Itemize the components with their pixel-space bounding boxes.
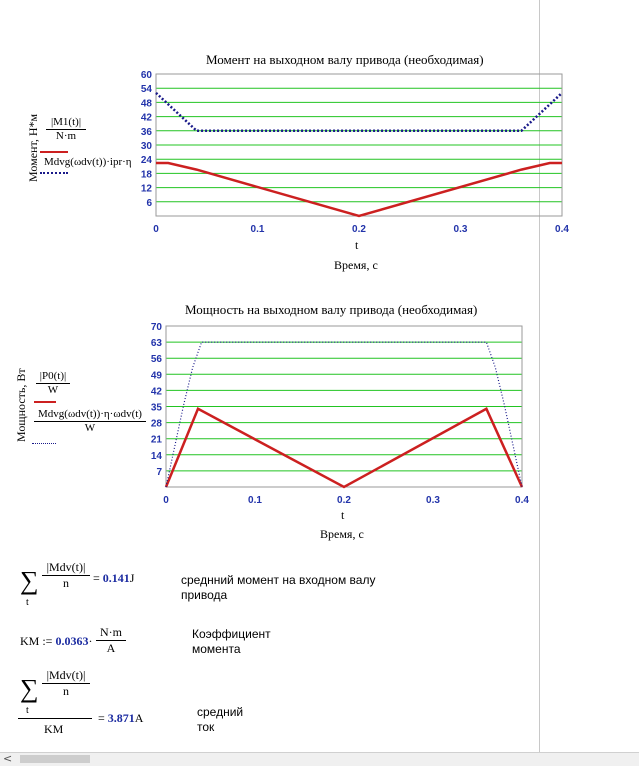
chart1-ytick-label: 30: [141, 141, 153, 152]
chart2-x-var: t: [341, 508, 345, 522]
chart1-xtick-label: 0.2: [352, 224, 366, 235]
eq1-fraction: |Mdv(t)| n: [42, 560, 90, 591]
chart2-ytick-label: 70: [151, 322, 163, 333]
scroll-left-arrow-icon[interactable]: <: [3, 752, 13, 765]
chart2-plot: 7 14 21 28 35 42 49 56 63 70 0 0.1 0.2 0.3 0.4: [151, 322, 530, 506]
chart1-legend-1: |M1(t)| N·m: [46, 116, 86, 142]
chart2-legend-2: Mdvg(ωdv(t))·η·ωdv(t) W: [34, 408, 146, 434]
chart1-ytick-label: 12: [141, 184, 153, 195]
eq3-main-fraction-bar: [18, 718, 92, 719]
chart2-xtick-label: 0.2: [337, 495, 351, 506]
comment-mean-current: средний ток: [197, 705, 244, 734]
chart2-ytick-label: 42: [151, 386, 163, 397]
chart2-legend-2-num: Mdvg(ωdv(t))·η·ωdv(t): [38, 408, 142, 420]
chart2-series-1: [164, 407, 524, 489]
eq3-inner-fraction: |Mdv(t)| n: [42, 668, 90, 699]
chart1-plot: 6 12 18 24 30 36 42 48 54 60 0 0.1 0.2 0.3 0.4: [141, 70, 570, 235]
chart2-legend-2-den: W: [84, 422, 96, 434]
chart2-ylabel: Мощность, Вт: [14, 368, 28, 442]
chart1-xtick-label: 0: [153, 224, 159, 235]
eq1-sum-symbol: ∑: [20, 566, 39, 595]
eq1-result: = 0.141J: [93, 571, 135, 585]
chart1-ytick-label: 36: [141, 127, 153, 138]
chart1-ytick-label: 18: [141, 169, 153, 180]
chart1-series-1: [156, 161, 562, 218]
chart2-ytick-label: 28: [151, 419, 163, 430]
chart2-legend-1-num: |P0(t)|: [39, 370, 67, 382]
chart1-ytick-label: 24: [141, 155, 153, 166]
chart1-xlabel: Время, с: [334, 258, 378, 272]
chart2-ytick-label: 49: [151, 370, 163, 381]
chart2-xtick-label: 0.1: [248, 495, 262, 506]
eq3-divisor: KM: [44, 722, 64, 736]
chart2-xtick-label: 0.4: [515, 495, 529, 506]
chart2-legend-1: |P0(t)| W: [36, 370, 70, 396]
eq3-sum-index: t: [26, 705, 29, 716]
chart1-legend-1-num: |M1(t)|: [50, 116, 82, 128]
chart1-legend-1-den: N·m: [55, 130, 77, 142]
eq2-unit: N·m A: [96, 625, 126, 656]
chart2-ytick-label: 56: [151, 354, 163, 365]
chart1-ytick-label: 54: [141, 84, 153, 95]
chart1-legend-2: Mdvg(ωdv(t))·ipr·η: [44, 156, 132, 168]
page-boundary-line: [539, 0, 540, 752]
chart2-xlabel: Время, с: [320, 527, 364, 541]
chart1-legend-1-swatch: [40, 151, 68, 153]
chart2-ytick-label: 14: [151, 451, 163, 462]
chart2-legend-1-swatch: [34, 401, 56, 403]
chart2-xtick-label: 0: [163, 495, 169, 506]
chart1-ylabel: Момент, Н*м: [26, 113, 40, 182]
chart1-series-2: [155, 91, 563, 133]
eq3-result: = 3.871A: [98, 711, 144, 725]
comment-mean-input-torque: среднний момент на входном валу привода: [181, 573, 376, 602]
chart2-title: Мощность на выходном валу привода (необх…: [185, 302, 478, 317]
horizontal-scrollbar[interactable]: <: [0, 752, 639, 766]
chart2-legend-1-den: W: [47, 384, 59, 396]
chart1-xtick-label: 0.1: [251, 224, 265, 235]
chart1-ytick-label: 60: [141, 70, 153, 81]
chart2-series-2: [165, 341, 523, 488]
chart1-x-var: t: [355, 238, 359, 252]
chart2-ytick-label: 21: [151, 435, 163, 446]
comment-torque-coefficient: Коэффициент момента: [192, 627, 271, 656]
eq1-numerator: |Mdv(t)|: [46, 560, 86, 574]
eq2-definition: KM := 0.0363·: [20, 634, 93, 648]
chart2-ytick-label: 63: [151, 338, 163, 349]
chart2-ytick-label: 7: [156, 467, 162, 478]
chart1-xtick-label: 0.3: [454, 224, 468, 235]
chart1-legend-2-swatch: [40, 172, 68, 174]
scrollbar-thumb[interactable]: [20, 755, 90, 763]
chart1-xtick-label: 0.4: [555, 224, 569, 235]
chart2-xtick-label: 0.3: [426, 495, 440, 506]
eq3-sum-symbol: ∑: [20, 674, 39, 703]
chart1-title: Момент на выходном валу привода (необход…: [206, 52, 484, 67]
chart1-ytick-label: 48: [141, 98, 153, 109]
eq1-sum-index: t: [26, 597, 29, 608]
chart2-legend-2-swatch: [32, 443, 56, 444]
chart1-ytick-label: 42: [141, 113, 153, 124]
chart2-ytick-label: 35: [151, 403, 163, 414]
eq1-denominator: n: [63, 576, 69, 590]
chart1-ytick-label: 6: [146, 198, 152, 209]
